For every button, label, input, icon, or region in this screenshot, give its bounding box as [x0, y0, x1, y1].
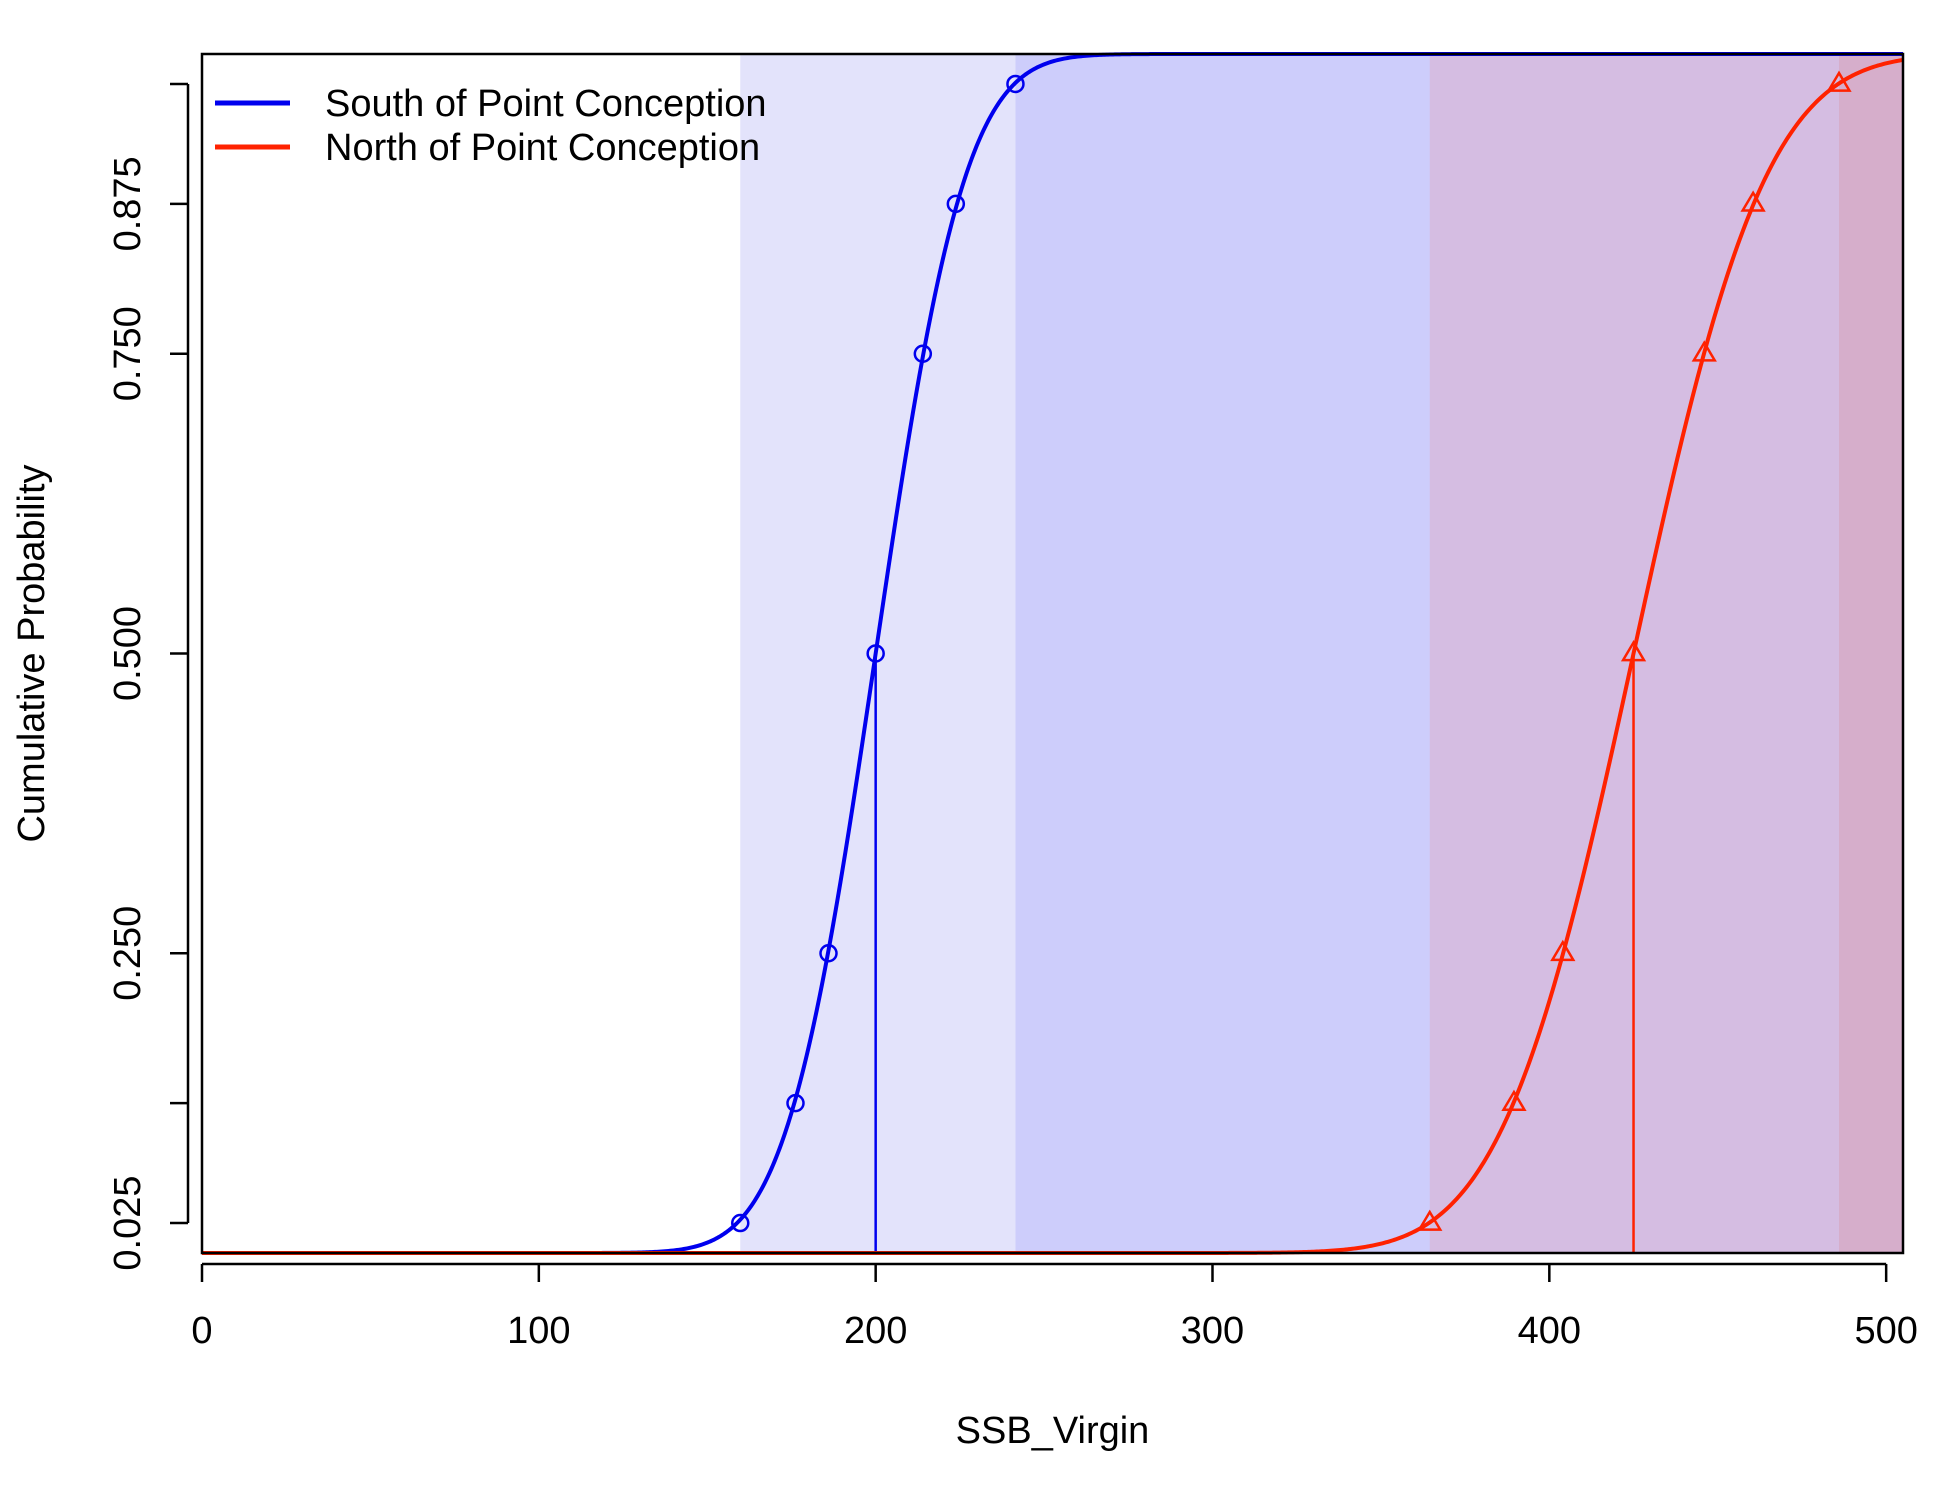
north-upper-band [1839, 54, 1903, 1253]
south-quantile-point [1006, 74, 1025, 94]
south-quantile-point [819, 944, 838, 963]
x-axis-label: SSB_Virgin [956, 1410, 1150, 1452]
x-tick-label: 500 [1854, 1310, 1917, 1352]
south-quantile-point [866, 644, 885, 663]
y-axis: 0.025 0.250 0.500 0.750 0.875 [107, 82, 190, 1271]
y-axis-label: Cumulative Probability [11, 464, 53, 842]
x-tick-label: 400 [1518, 1310, 1581, 1352]
plot-frame [200, 52, 1905, 1255]
x-axis: 0 100 200 300 400 500 [191, 1262, 1918, 1352]
south-quantile-point [913, 344, 933, 363]
credible-interval-bands [740, 54, 1903, 1253]
south-interval-band [740, 54, 1016, 1253]
y-tick-label: 0.025 [107, 1175, 149, 1270]
y-tick-label: 0.875 [107, 156, 149, 251]
south-legend-label: South of Point Conception [325, 83, 767, 125]
x-tick-label: 0 [191, 1310, 212, 1352]
south-quantile-point [731, 1213, 750, 1233]
x-tick-label: 300 [1181, 1310, 1244, 1352]
north-quantile-point [1691, 340, 1717, 362]
north-quantile-point [1620, 640, 1647, 662]
y-tick-label: 0.500 [107, 606, 149, 701]
north-quantile-point [1740, 190, 1766, 212]
north-quantile-point [1417, 1209, 1443, 1231]
x-tick-label: 100 [507, 1310, 570, 1352]
south-quantile-point [786, 1093, 805, 1113]
y-tick-label: 0.250 [107, 906, 149, 1001]
y-tick-label: 0.750 [107, 306, 149, 401]
north-quantile-point [1550, 939, 1576, 962]
x-tick-label: 200 [844, 1310, 907, 1352]
north-quantile-point [1501, 1089, 1527, 1111]
north-quantile-point [1826, 70, 1852, 92]
south-quantile-point [946, 194, 966, 214]
quantile-markers [731, 70, 1852, 1233]
north-legend-label: North of Point Conception [325, 127, 760, 169]
median-lines [874, 653, 1635, 1253]
